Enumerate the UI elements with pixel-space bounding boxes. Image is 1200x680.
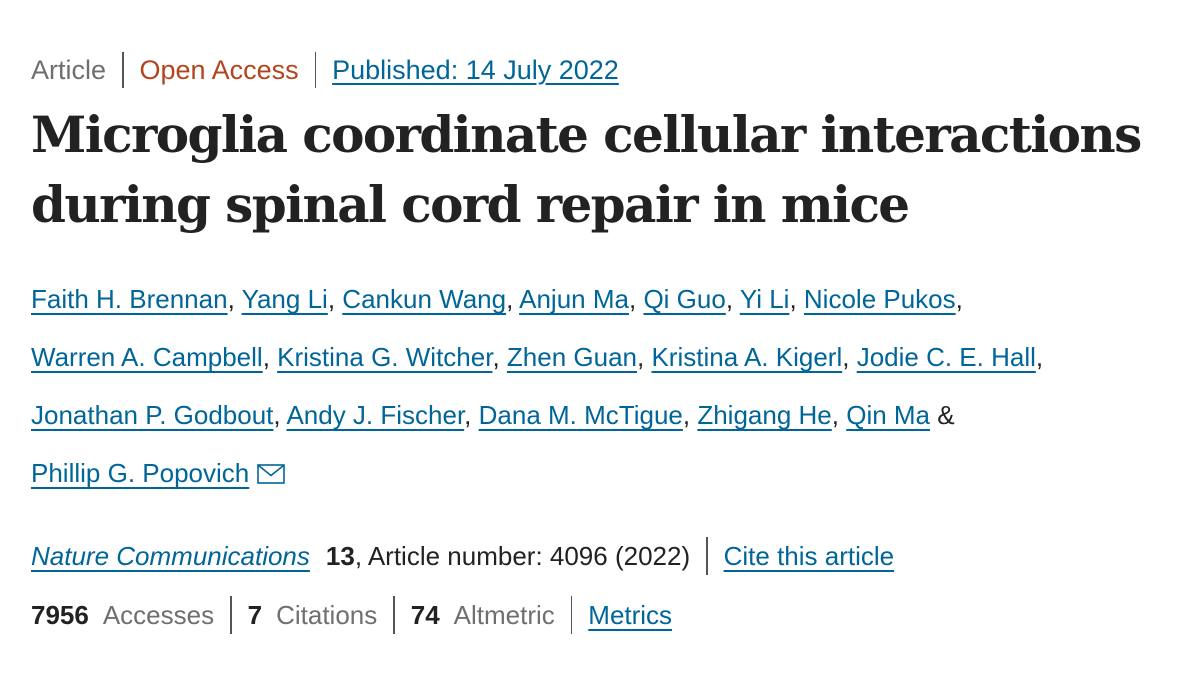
cite-this-article-link[interactable]: Cite this article bbox=[723, 540, 895, 571]
author-separator: , bbox=[273, 400, 281, 430]
journal-volume: 13 bbox=[325, 540, 355, 571]
metrics-divider bbox=[230, 596, 232, 634]
accesses-count: 7956 bbox=[31, 599, 89, 630]
author-separator: , bbox=[725, 284, 734, 314]
altmetric-score: 74 bbox=[410, 599, 440, 630]
meta-divider bbox=[314, 52, 317, 88]
author-link[interactable]: Yang Li bbox=[241, 284, 328, 314]
author-separator: , bbox=[262, 342, 270, 372]
author-separator: , bbox=[682, 400, 691, 430]
author-separator: , bbox=[506, 284, 514, 314]
citations-count: 7 bbox=[247, 599, 263, 630]
author-link[interactable]: Jonathan P. Godbout bbox=[31, 400, 274, 430]
author-link[interactable]: Kristina G. Witcher bbox=[277, 342, 493, 372]
author-list: Faith H. Brennan, Yang Li, Cankun Wang, … bbox=[31, 270, 1151, 504]
author-link[interactable]: Anjun Ma bbox=[519, 284, 629, 314]
author-separator: , bbox=[842, 342, 850, 372]
journal-name-link[interactable]: Nature Communications bbox=[31, 540, 310, 571]
meta-divider bbox=[122, 52, 124, 88]
author-separator: , bbox=[464, 400, 472, 430]
citation-row: Nature Communications 13 , Article numbe… bbox=[31, 537, 895, 575]
author-link[interactable]: Zhen Guan bbox=[506, 342, 637, 372]
author-separator: , bbox=[789, 284, 797, 314]
author-link[interactable]: Phillip G. Popovich bbox=[31, 458, 250, 488]
article-title: Microglia coordinate cellular interactio… bbox=[31, 105, 1142, 234]
author-separator: , bbox=[492, 342, 500, 372]
metrics-link[interactable]: Metrics bbox=[588, 599, 673, 630]
author-link[interactable]: Qi Guo bbox=[643, 284, 726, 314]
author-separator: , bbox=[1035, 342, 1044, 372]
author-link[interactable]: Faith H. Brennan bbox=[31, 284, 228, 314]
author-ampersand: & bbox=[937, 400, 955, 430]
author-link[interactable]: Kristina A. Kigerl bbox=[651, 342, 843, 372]
author-separator: , bbox=[831, 400, 839, 430]
author-link[interactable]: Zhigang He bbox=[697, 400, 832, 430]
metrics-divider bbox=[393, 596, 395, 634]
author-link[interactable]: Jodie C. E. Hall bbox=[856, 342, 1036, 372]
author-link[interactable]: Cankun Wang bbox=[342, 284, 507, 314]
altmetric-label: Altmetric bbox=[453, 599, 555, 630]
author-link[interactable]: Qin Ma bbox=[846, 400, 931, 430]
envelope-icon[interactable] bbox=[257, 446, 286, 504]
accesses-label: Accesses bbox=[102, 599, 215, 630]
author-link[interactable]: Yi Li bbox=[739, 284, 790, 314]
published-date-link[interactable]: Published: 14 July 2022 bbox=[332, 54, 619, 85]
metrics-row: 7956 Accesses 7 Citations 74 Altmetric M… bbox=[31, 596, 673, 634]
author-link[interactable]: Warren A. Campbell bbox=[31, 342, 263, 372]
author-link[interactable]: Andy J. Fischer bbox=[286, 400, 465, 430]
author-separator: , bbox=[955, 284, 963, 314]
author-separator: , bbox=[628, 284, 637, 314]
article-number: , Article number: 4096 (2022) bbox=[354, 540, 691, 571]
article-meta-row: Article Open Access Published: 14 July 2… bbox=[31, 52, 619, 88]
open-access-label: Open Access bbox=[139, 54, 299, 85]
author-separator: , bbox=[637, 342, 645, 372]
citations-label: Citations bbox=[276, 599, 378, 630]
metrics-divider bbox=[570, 596, 573, 634]
author-separator: , bbox=[227, 284, 235, 314]
citation-divider bbox=[706, 537, 708, 575]
author-separator: , bbox=[327, 284, 336, 314]
article-type-label: Article bbox=[31, 54, 107, 85]
author-link[interactable]: Nicole Pukos bbox=[803, 284, 956, 314]
author-link[interactable]: Dana M. McTigue bbox=[478, 400, 683, 430]
